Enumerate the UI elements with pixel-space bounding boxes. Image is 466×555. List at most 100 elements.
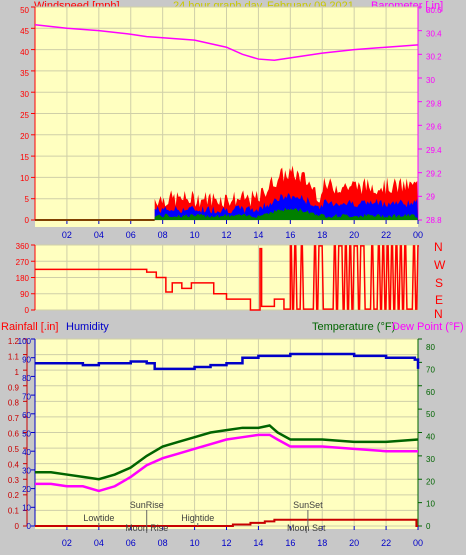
windspeed-tick-label: 25 [20, 111, 29, 120]
temperature-tick-label: 10 [426, 500, 435, 509]
humidity-tick-label: 20 [22, 485, 31, 494]
rainfall-line [35, 518, 418, 527]
wind-x-tick-label: 02 [62, 230, 72, 240]
windspeed-tick-label: 10 [20, 174, 29, 183]
compass-s: S [435, 276, 443, 290]
compass-w: W [434, 258, 446, 272]
direction-tick-label: 0 [25, 306, 30, 315]
rainfall-tick-label: 0.5 [8, 445, 20, 454]
wind-x-tick-label: 10 [190, 230, 200, 240]
temp-x-tick-label: 16 [285, 538, 295, 548]
temperature-axis-title: Temperature (°F) [312, 321, 395, 333]
rainfall-tick-label: 0.9 [8, 383, 20, 392]
wind-x-tick-label: 18 [317, 230, 327, 240]
windspeed-tick-label: 50 [20, 6, 29, 15]
barometer-tick-label: 30.2 [426, 53, 442, 62]
barometer-tick-label: 30 [426, 76, 435, 85]
temp-x-tick-label: 20 [349, 538, 359, 548]
temperature-tick-label: 0 [426, 522, 431, 531]
annotation-label: SunRise [130, 500, 164, 510]
series [34, 24, 420, 533]
compass-n-top: N [434, 240, 443, 254]
humidity-tick-label: 100 [18, 337, 32, 346]
wind-x-tick-label: 14 [253, 230, 263, 240]
wind-x-tick-label: 08 [158, 230, 168, 240]
barometer-tick-label: 28.8 [426, 216, 442, 225]
barometer-tick-label: 29.8 [426, 99, 442, 108]
barometer-tick-label: 29 [426, 193, 435, 202]
rainfall-tick-label: 1 [15, 368, 20, 377]
compass-n-bottom: N [434, 307, 443, 321]
humidity-tick-label: 30 [22, 467, 31, 476]
rainfall-tick-label: 0.3 [8, 476, 20, 485]
wind-direction-line [35, 245, 419, 311]
windspeed-tick-label: 45 [20, 27, 29, 36]
temp-x-tick-label: 10 [190, 538, 200, 548]
temp-x-tick-label: 14 [253, 538, 263, 548]
wind-x-tick-label: 06 [126, 230, 136, 240]
humidity-tick-label: 80 [22, 374, 31, 383]
direction-tick-label: 90 [20, 290, 29, 299]
windspeed-tick-label: 20 [20, 132, 29, 141]
wind-x-tick-label: 00 [413, 230, 423, 240]
temperature-tick-label: 70 [426, 365, 435, 374]
rainfall-axis-title: Rainfall [.in] [1, 321, 58, 333]
temp-x-tick-label: 08 [158, 538, 168, 548]
wind-x-tick-label: 12 [221, 230, 231, 240]
temp-x-tick-label: 04 [94, 538, 104, 548]
humidity-tick-label: 90 [22, 356, 31, 365]
direction-tick-label: 360 [16, 242, 30, 251]
temp-x-tick-label: 12 [221, 538, 231, 548]
windspeed-tick-label: 0 [25, 216, 30, 225]
annotation-label: Moon Set [287, 523, 326, 533]
direction-tick-label: 180 [16, 274, 30, 283]
temperature-tick-label: 40 [426, 433, 435, 442]
temperature-line [35, 424, 419, 481]
temperature-tick-label: 60 [426, 388, 435, 397]
windspeed-tick-label: 40 [20, 48, 29, 57]
annotation-label: Lowtide [83, 513, 114, 523]
windspeed-tick-label: 35 [20, 69, 29, 78]
temperature-tick-label: 30 [426, 455, 435, 464]
humidity-tick-label: 70 [22, 393, 31, 402]
humidity-tick-label: 40 [22, 448, 31, 457]
rainfall-tick-label: 0.7 [8, 414, 20, 423]
temp-x-tick-label: 00 [413, 538, 423, 548]
rainfall-tick-label: 0.6 [8, 430, 20, 439]
rainfall-tick-label: 0 [15, 522, 20, 531]
annotation-label: SunSet [293, 500, 323, 510]
barometer-tick-label: 29.6 [426, 123, 442, 132]
rainfall-tick-label: 1.1 [8, 352, 20, 361]
rainfall-tick-label: 0.1 [8, 507, 20, 516]
temp-x-tick-label: 06 [126, 538, 136, 548]
windspeed-tick-label: 5 [25, 195, 30, 204]
temp-x-tick-label: 18 [317, 538, 327, 548]
humidity-tick-label: 10 [22, 504, 31, 513]
wind-x-tick-label: 04 [94, 230, 104, 240]
dewpoint-axis-title: Dew Point (°F) [392, 321, 464, 333]
temperature-tick-label: 80 [426, 343, 435, 352]
direction-tick-label: 270 [16, 258, 30, 267]
temperature-tick-label: 50 [426, 410, 435, 419]
rainfall-tick-label: 0.8 [8, 399, 20, 408]
wind-average-area [154, 193, 418, 220]
annotation-label: Hightide [181, 513, 214, 523]
humidity-tick-label: 60 [22, 411, 31, 420]
temp-x-tick-label: 22 [381, 538, 391, 548]
temp-x-tick-label: 02 [62, 538, 72, 548]
wind-low-area [154, 207, 418, 220]
rainfall-tick-label: 0.2 [8, 491, 20, 500]
windspeed-tick-label: 30 [20, 90, 29, 99]
humidity-tick-label: 50 [22, 430, 31, 439]
compass-e: E [435, 293, 443, 307]
wind-x-tick-label: 16 [285, 230, 295, 240]
barometer-tick-label: 30.4 [426, 29, 442, 38]
wind-x-tick-label: 22 [381, 230, 391, 240]
barometer-tick-label: 30.6 [426, 6, 442, 15]
humidity-line [35, 352, 420, 371]
dewpoint-line [35, 433, 418, 493]
annotation-label: Moon Rise [125, 523, 168, 533]
temperature-tick-label: 20 [426, 477, 435, 486]
